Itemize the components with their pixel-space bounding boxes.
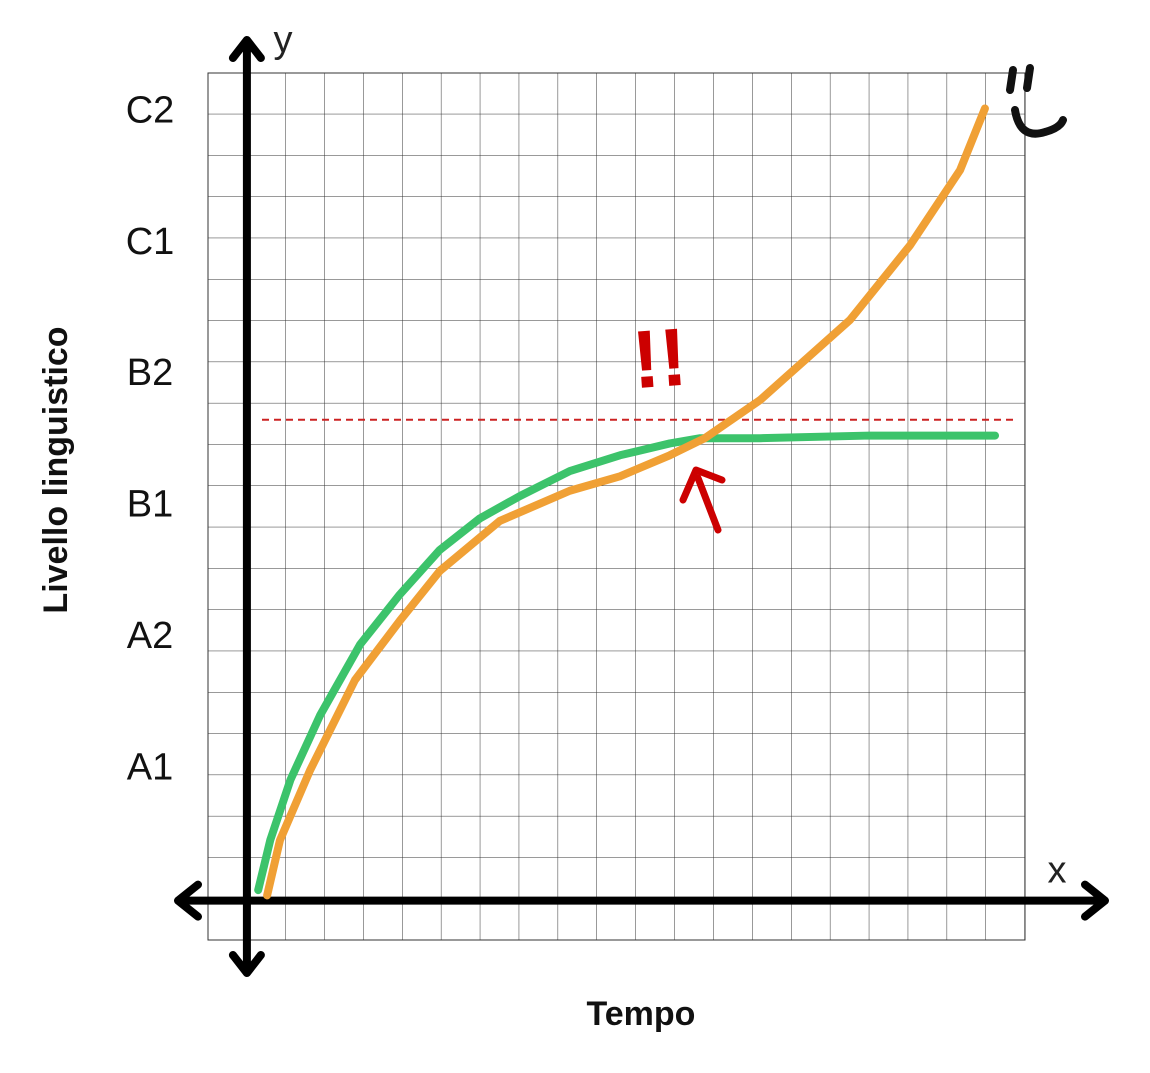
x-symbol: x [1048, 850, 1067, 892]
y-tick-label: B2 [127, 352, 173, 394]
grid [207, 72, 1026, 941]
y-symbol: y [274, 19, 293, 61]
y-tick-label: C1 [126, 221, 175, 263]
graph-paper [207, 72, 1026, 941]
y-axis [228, 36, 265, 977]
smiley [1006, 64, 1067, 138]
y-tick-label: A1 [127, 746, 173, 788]
x-axis [174, 880, 1109, 921]
y-tick-label: A2 [127, 615, 173, 657]
y-axis-title: Livello linguistico [37, 326, 75, 613]
line [263, 104, 989, 900]
annotation: !! [629, 312, 690, 407]
x-axis-title: Tempo [587, 995, 696, 1033]
y-tick-label: C2 [126, 89, 175, 131]
arrow [679, 466, 726, 534]
y-tick-label: B1 [127, 484, 173, 526]
line [254, 431, 1000, 895]
